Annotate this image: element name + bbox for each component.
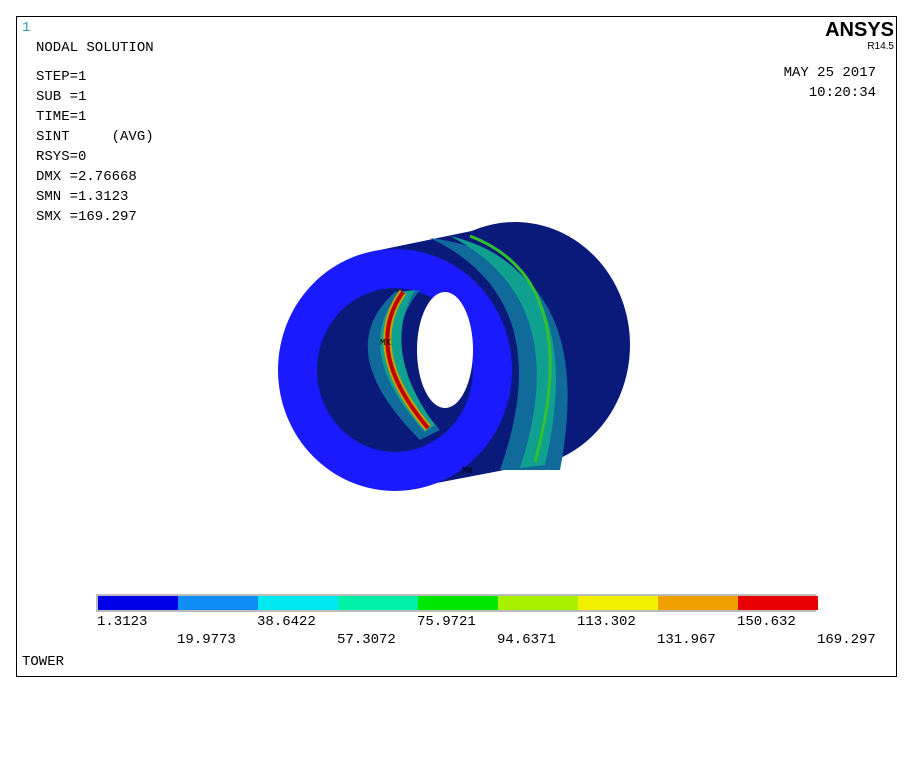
legend-swatch bbox=[178, 596, 258, 610]
info-line: DMX =2.76668 bbox=[36, 169, 137, 185]
version: R14.5 bbox=[867, 41, 894, 52]
legend-label: 19.9773 bbox=[177, 632, 236, 648]
legend-swatch bbox=[338, 596, 418, 610]
legend-swatch bbox=[738, 596, 818, 610]
legend-label: 169.297 bbox=[817, 632, 876, 648]
info-line: TIME=1 bbox=[36, 109, 86, 125]
legend-swatch bbox=[498, 596, 578, 610]
legend-label: 57.3072 bbox=[337, 632, 396, 648]
min-marker: MN bbox=[462, 466, 473, 476]
legend-label: 75.9721 bbox=[417, 614, 476, 630]
legend-label: 150.632 bbox=[737, 614, 796, 630]
plot-title: NODAL SOLUTION bbox=[36, 40, 154, 56]
legend-label: 1.3123 bbox=[97, 614, 147, 630]
legend-swatch bbox=[578, 596, 658, 610]
brand: ANSYS bbox=[825, 19, 894, 41]
legend-label: 113.302 bbox=[577, 614, 636, 630]
info-line: SUB =1 bbox=[36, 89, 86, 105]
legend-swatch bbox=[658, 596, 738, 610]
info-line: RSYS=0 bbox=[36, 149, 86, 165]
info-line: SMN =1.3123 bbox=[36, 189, 128, 205]
legend-label: 38.6422 bbox=[257, 614, 316, 630]
legend-label: 94.6371 bbox=[497, 632, 556, 648]
legend-swatch bbox=[258, 596, 338, 610]
date: MAY 25 2017 bbox=[784, 65, 876, 81]
info-line: SMX =169.297 bbox=[36, 209, 137, 225]
info-line: STEP=1 bbox=[36, 69, 86, 85]
footer: TOWER bbox=[22, 654, 65, 670]
model bbox=[278, 222, 630, 491]
contour-legend: 1.3123 19.9773 38.6422 57.3072 75.9721 94.637… bbox=[96, 594, 876, 648]
time: 10:20:34 bbox=[809, 85, 876, 101]
window-number: 1 bbox=[22, 20, 30, 36]
legend-label: 131.967 bbox=[657, 632, 716, 648]
legend-swatch bbox=[98, 596, 178, 610]
info-line: SINT (AVG) bbox=[36, 129, 154, 145]
max-marker: MX bbox=[380, 338, 391, 348]
legend-swatch bbox=[418, 596, 498, 610]
info-block: STEP=1 SUB =1 TIME=1 SINT (AVG) RSYS=0 DMX =2… bbox=[36, 69, 154, 225]
